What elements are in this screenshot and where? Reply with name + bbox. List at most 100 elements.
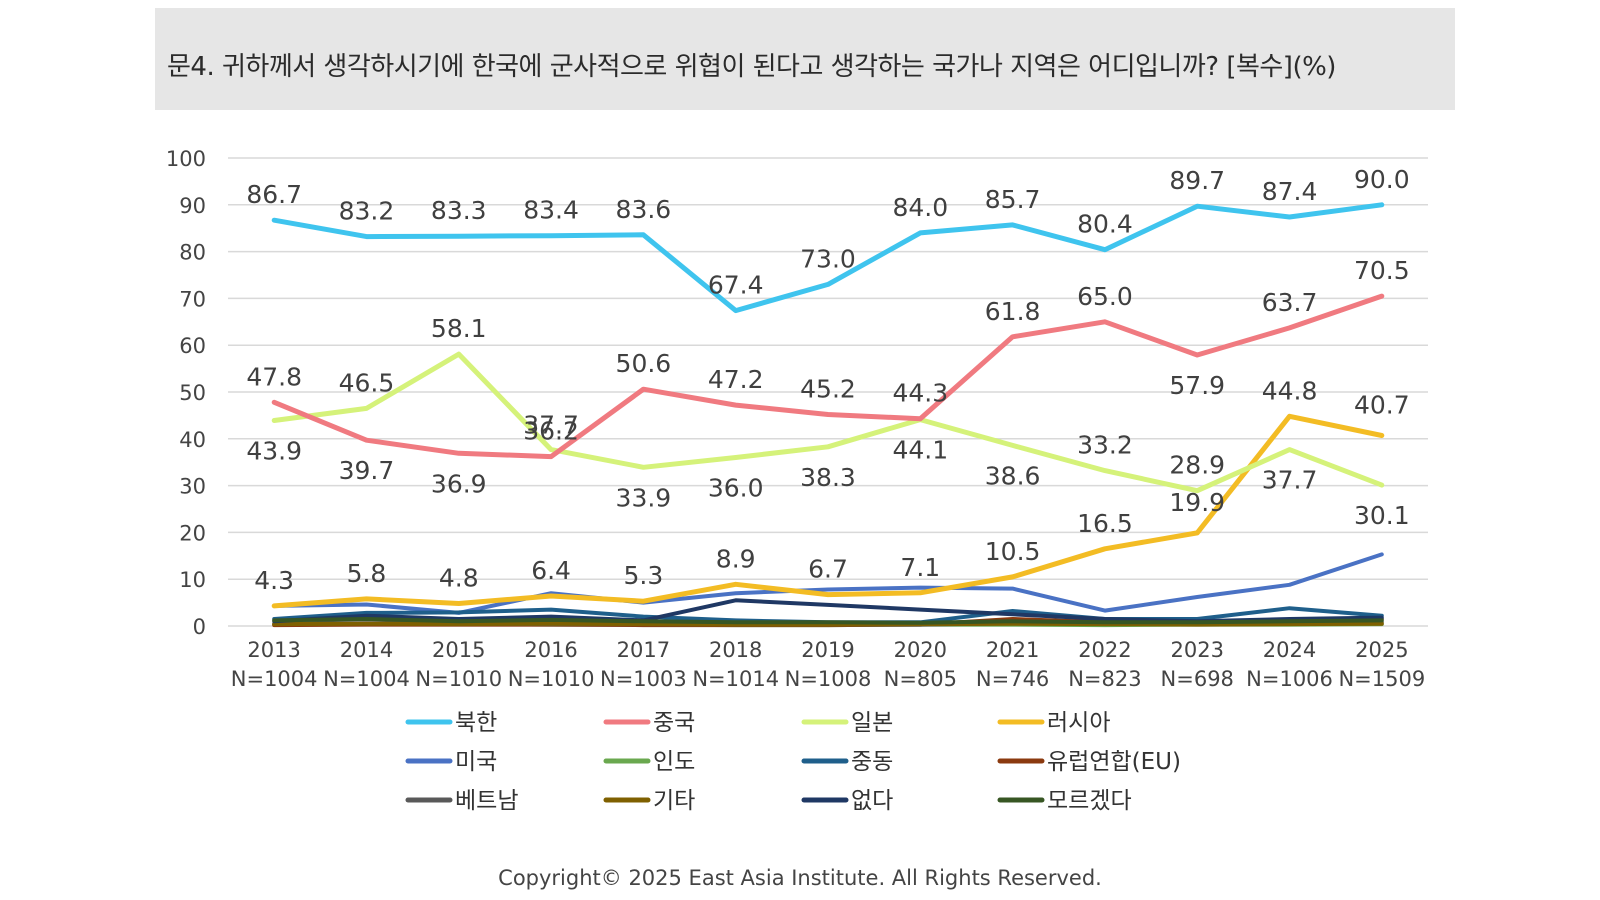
x-tick-sample-size: N=1004 bbox=[323, 667, 410, 691]
copyright-footer: Copyright© 2025 East Asia Institute. All… bbox=[498, 866, 1102, 890]
y-tick-label: 20 bbox=[179, 521, 206, 545]
y-tick-label: 80 bbox=[179, 241, 206, 265]
data-label: 19.9 bbox=[1169, 488, 1225, 517]
data-label: 47.2 bbox=[708, 365, 764, 394]
data-label: 33.2 bbox=[1077, 431, 1133, 460]
x-tick-label: 2024 bbox=[1263, 638, 1316, 662]
data-label: 85.7 bbox=[985, 185, 1041, 214]
series-line-4 bbox=[271, 413, 1385, 609]
y-tick-label: 60 bbox=[179, 334, 206, 358]
legend-label: 중국 bbox=[653, 710, 695, 736]
data-label: 87.4 bbox=[1262, 177, 1318, 206]
x-tick-sample-size: N=698 bbox=[1161, 667, 1234, 691]
data-label: 8.9 bbox=[716, 544, 756, 573]
legend-label: 중동 bbox=[851, 749, 893, 775]
data-label: 36.9 bbox=[431, 469, 487, 498]
data-label: 38.3 bbox=[800, 463, 856, 492]
title-bar: 문4. 귀하께서 생각하시기에 한국에 군사적으로 위협이 된다고 생각하는 국… bbox=[155, 8, 1455, 110]
data-label: 44.8 bbox=[1262, 376, 1318, 405]
data-label: 44.3 bbox=[892, 379, 948, 408]
data-label: 33.9 bbox=[616, 483, 672, 512]
data-label: 61.8 bbox=[985, 297, 1041, 326]
x-tick-label: 2014 bbox=[340, 638, 393, 662]
data-label: 5.8 bbox=[347, 559, 387, 588]
data-label: 58.1 bbox=[431, 314, 487, 343]
legend-label: 인도 bbox=[653, 749, 695, 775]
data-label: 7.1 bbox=[900, 553, 940, 582]
data-label: 39.7 bbox=[339, 456, 395, 485]
x-tick-label: 2017 bbox=[617, 638, 670, 662]
x-tick-label: 2015 bbox=[432, 638, 485, 662]
data-label: 83.2 bbox=[339, 197, 395, 226]
data-label: 6.7 bbox=[808, 555, 848, 584]
legend-label: 베트남 bbox=[455, 788, 518, 814]
legend-label: 미국 bbox=[455, 749, 497, 775]
x-tick-label: 2016 bbox=[524, 638, 577, 662]
x-tick-sample-size: N=746 bbox=[976, 667, 1049, 691]
line-chart: 0 10 20 30 40 50 60 70 80 90 100 2013 N=1004 2014 N=10… bbox=[166, 147, 1428, 814]
data-label: 65.0 bbox=[1077, 282, 1133, 311]
x-tick-label: 2025 bbox=[1355, 638, 1408, 662]
series-line-3 bbox=[271, 351, 1385, 494]
legend-label: 일본 bbox=[851, 710, 893, 736]
data-label: 28.9 bbox=[1169, 451, 1225, 480]
x-tick-sample-size: N=1008 bbox=[785, 667, 872, 691]
data-label: 37.7 bbox=[1262, 466, 1318, 495]
data-label: 40.7 bbox=[1354, 391, 1410, 420]
data-label: 4.3 bbox=[254, 566, 294, 595]
x-tick-sample-size: N=1010 bbox=[508, 667, 595, 691]
y-tick-label: 50 bbox=[179, 381, 206, 405]
data-label: 86.7 bbox=[246, 180, 302, 209]
data-label: 50.6 bbox=[616, 349, 672, 378]
data-label: 89.7 bbox=[1169, 166, 1225, 195]
legend-label: 없다 bbox=[851, 788, 893, 814]
x-tick-sample-size: N=1003 bbox=[600, 667, 687, 691]
y-tick-label: 10 bbox=[179, 568, 206, 592]
x-tick-label: 2018 bbox=[709, 638, 762, 662]
y-tick-label: 0 bbox=[193, 615, 206, 639]
series-line-12 bbox=[272, 617, 1384, 625]
data-label: 16.5 bbox=[1077, 509, 1133, 538]
legend-label: 기타 bbox=[653, 788, 695, 814]
data-label: 36.0 bbox=[708, 474, 764, 503]
legend-label: 북한 bbox=[455, 710, 497, 736]
x-tick-sample-size: N=1006 bbox=[1246, 667, 1333, 691]
data-label: 38.6 bbox=[985, 461, 1041, 490]
data-label: 44.1 bbox=[892, 436, 948, 465]
data-label: 83.3 bbox=[431, 196, 487, 225]
series-line-1 bbox=[271, 202, 1385, 314]
legend-label: 유럽연합(EU) bbox=[1047, 749, 1181, 775]
data-label: 45.2 bbox=[800, 374, 856, 403]
data-label: 80.4 bbox=[1077, 210, 1133, 239]
x-tick-label: 2021 bbox=[986, 638, 1039, 662]
x-tick-label: 2022 bbox=[1078, 638, 1131, 662]
legend-label: 모르겠다 bbox=[1047, 788, 1132, 814]
x-tick-sample-size: N=1509 bbox=[1338, 667, 1425, 691]
data-label: 36.2 bbox=[523, 417, 579, 446]
data-label: 57.9 bbox=[1169, 371, 1225, 400]
series-line-10 bbox=[272, 621, 1384, 627]
data-label: 47.8 bbox=[246, 362, 302, 391]
data-label: 90.0 bbox=[1354, 165, 1410, 194]
legend-label: 러시아 bbox=[1047, 710, 1110, 736]
data-label: 37.7 bbox=[523, 411, 579, 440]
x-tick-label: 2019 bbox=[801, 638, 854, 662]
x-tick-label: 2020 bbox=[894, 638, 947, 662]
data-label: 30.1 bbox=[1354, 501, 1410, 530]
data-label: 67.4 bbox=[708, 271, 764, 300]
data-label: 5.3 bbox=[624, 561, 664, 590]
y-tick-label: 90 bbox=[179, 194, 206, 218]
x-tick-sample-size: N=805 bbox=[884, 667, 957, 691]
y-tick-label: 70 bbox=[179, 287, 206, 311]
data-label: 70.5 bbox=[1354, 256, 1410, 285]
data-label: 4.8 bbox=[439, 564, 479, 593]
x-tick-sample-size: N=823 bbox=[1068, 667, 1141, 691]
x-tick-sample-size: N=1010 bbox=[415, 667, 502, 691]
data-label: 84.0 bbox=[892, 193, 948, 222]
data-label: 83.4 bbox=[523, 196, 579, 225]
x-tick-sample-size: N=1004 bbox=[231, 667, 318, 691]
y-tick-label: 40 bbox=[179, 428, 206, 452]
data-label: 63.7 bbox=[1262, 288, 1318, 317]
y-tick-label: 30 bbox=[179, 475, 206, 499]
y-tick-label: 100 bbox=[166, 147, 206, 171]
